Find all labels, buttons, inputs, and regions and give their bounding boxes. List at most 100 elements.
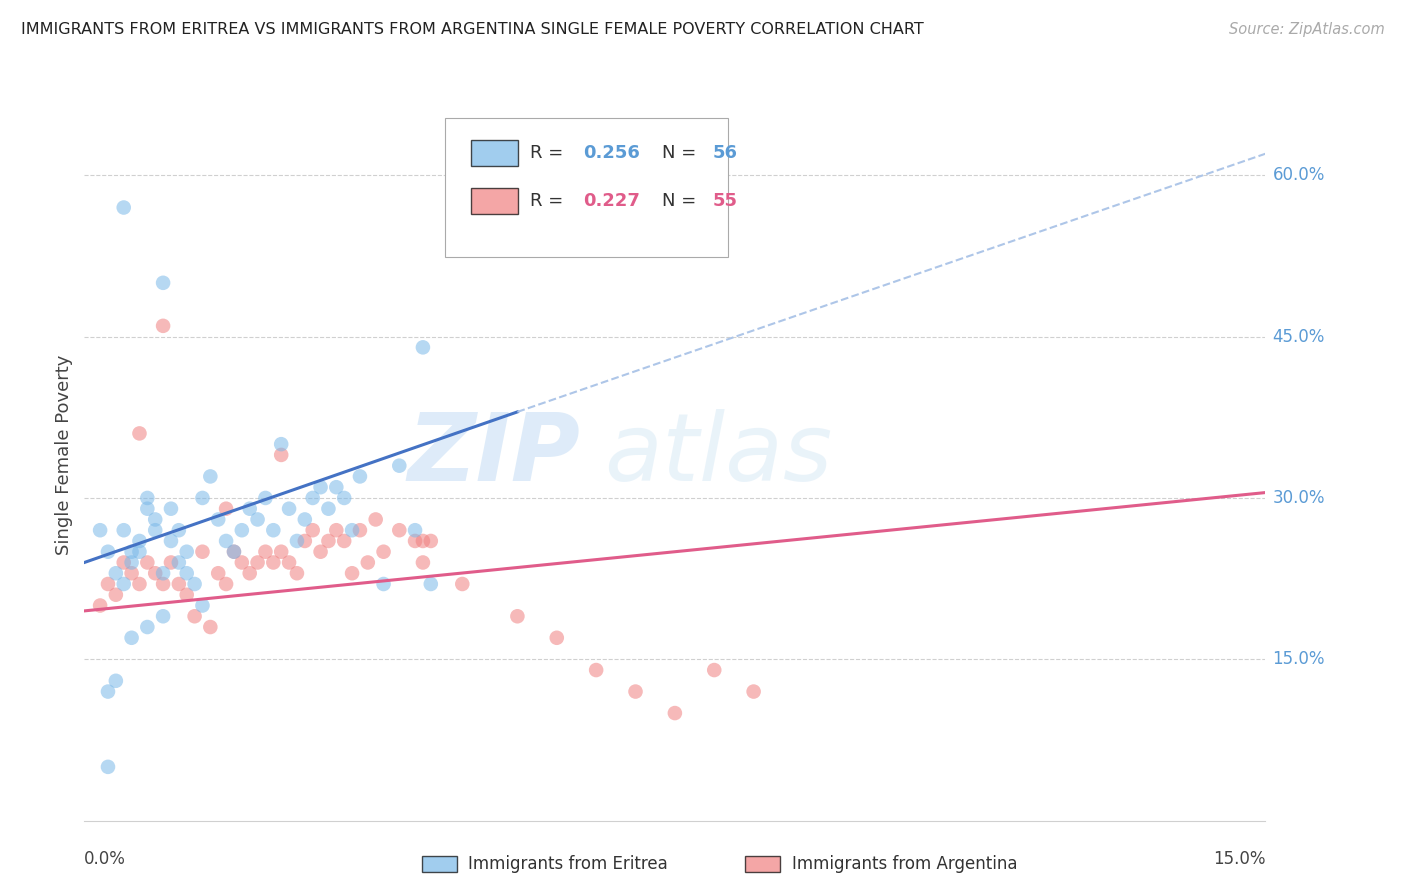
Text: atlas: atlas bbox=[605, 409, 832, 500]
Point bbox=[97, 545, 120, 559]
Point bbox=[239, 566, 262, 581]
Point bbox=[104, 566, 127, 581]
Point bbox=[419, 577, 441, 591]
Text: N =: N = bbox=[662, 192, 702, 210]
Point bbox=[357, 556, 380, 570]
Text: 15.0%: 15.0% bbox=[1213, 850, 1265, 868]
Point bbox=[294, 512, 316, 526]
Point bbox=[121, 566, 143, 581]
Text: Immigrants from Argentina: Immigrants from Argentina bbox=[792, 855, 1017, 873]
Point bbox=[333, 491, 356, 505]
Point bbox=[183, 609, 205, 624]
Text: 45.0%: 45.0% bbox=[1272, 327, 1324, 345]
Point bbox=[262, 523, 284, 537]
Point bbox=[364, 512, 387, 526]
Point bbox=[340, 523, 363, 537]
Point bbox=[301, 491, 323, 505]
Point bbox=[160, 533, 183, 548]
Point bbox=[167, 577, 190, 591]
Point bbox=[167, 556, 190, 570]
Point bbox=[349, 469, 371, 483]
Point bbox=[183, 577, 205, 591]
Point bbox=[215, 577, 238, 591]
Point bbox=[294, 533, 316, 548]
Point bbox=[309, 545, 332, 559]
Point bbox=[222, 545, 245, 559]
Point bbox=[89, 599, 111, 613]
Point bbox=[262, 556, 284, 570]
Point bbox=[128, 577, 150, 591]
Point bbox=[215, 501, 238, 516]
Point bbox=[160, 501, 183, 516]
Point bbox=[152, 609, 174, 624]
Point bbox=[176, 545, 198, 559]
Point bbox=[97, 760, 120, 774]
Point bbox=[404, 523, 426, 537]
Point bbox=[143, 566, 166, 581]
Text: Immigrants from Eritrea: Immigrants from Eritrea bbox=[468, 855, 668, 873]
Text: N =: N = bbox=[662, 145, 702, 162]
Point bbox=[215, 533, 238, 548]
Text: Source: ZipAtlas.com: Source: ZipAtlas.com bbox=[1229, 22, 1385, 37]
Point bbox=[191, 599, 214, 613]
Point bbox=[246, 556, 269, 570]
Point bbox=[136, 501, 159, 516]
Point bbox=[121, 545, 143, 559]
Point bbox=[176, 566, 198, 581]
Point bbox=[246, 512, 269, 526]
Text: 15.0%: 15.0% bbox=[1272, 650, 1324, 668]
Point bbox=[285, 533, 308, 548]
Text: 60.0%: 60.0% bbox=[1272, 166, 1324, 185]
Point bbox=[309, 480, 332, 494]
Point bbox=[467, 222, 489, 236]
Point bbox=[200, 469, 222, 483]
Point bbox=[207, 566, 229, 581]
Point bbox=[89, 523, 111, 537]
Point bbox=[167, 523, 190, 537]
Point bbox=[121, 631, 143, 645]
Point bbox=[128, 545, 150, 559]
Point bbox=[388, 523, 411, 537]
Point bbox=[239, 501, 262, 516]
Point bbox=[506, 609, 529, 624]
Point bbox=[585, 663, 607, 677]
Point bbox=[404, 533, 426, 548]
Point bbox=[191, 491, 214, 505]
Point bbox=[222, 545, 245, 559]
Point bbox=[207, 512, 229, 526]
Point bbox=[703, 663, 725, 677]
Point bbox=[664, 706, 686, 720]
Point bbox=[333, 533, 356, 548]
Point bbox=[278, 501, 301, 516]
Point bbox=[97, 577, 120, 591]
Text: 0.256: 0.256 bbox=[582, 145, 640, 162]
Text: 56: 56 bbox=[713, 145, 738, 162]
FancyBboxPatch shape bbox=[444, 119, 728, 258]
Point bbox=[285, 566, 308, 581]
Point bbox=[191, 545, 214, 559]
Point bbox=[112, 556, 135, 570]
Point bbox=[270, 545, 292, 559]
Text: 0.227: 0.227 bbox=[582, 192, 640, 210]
Point bbox=[419, 533, 441, 548]
Point bbox=[412, 556, 434, 570]
Point bbox=[136, 620, 159, 634]
Point bbox=[152, 318, 174, 333]
Point bbox=[200, 620, 222, 634]
Point bbox=[160, 556, 183, 570]
Text: R =: R = bbox=[530, 192, 568, 210]
Point bbox=[231, 556, 253, 570]
Point bbox=[278, 556, 301, 570]
FancyBboxPatch shape bbox=[471, 140, 517, 166]
Point bbox=[546, 631, 568, 645]
Text: IMMIGRANTS FROM ERITREA VS IMMIGRANTS FROM ARGENTINA SINGLE FEMALE POVERTY CORRE: IMMIGRANTS FROM ERITREA VS IMMIGRANTS FR… bbox=[21, 22, 924, 37]
Y-axis label: Single Female Poverty: Single Female Poverty bbox=[55, 355, 73, 555]
Point bbox=[128, 533, 150, 548]
Point bbox=[104, 588, 127, 602]
Point bbox=[97, 684, 120, 698]
Point bbox=[176, 588, 198, 602]
Point bbox=[388, 458, 411, 473]
Point bbox=[270, 437, 292, 451]
FancyBboxPatch shape bbox=[471, 188, 517, 213]
Point bbox=[104, 673, 127, 688]
